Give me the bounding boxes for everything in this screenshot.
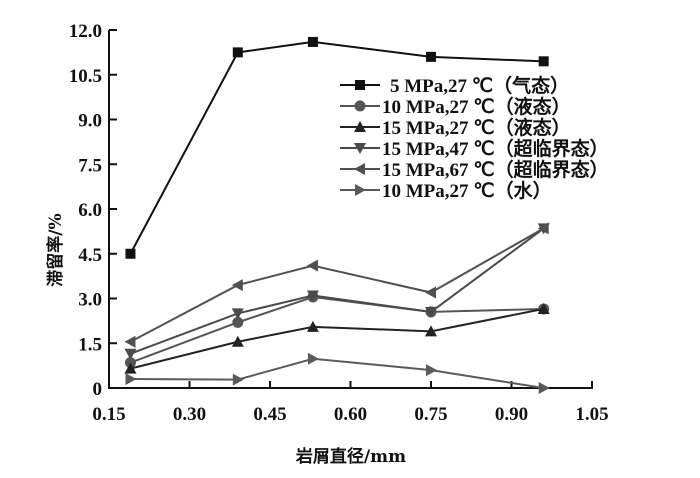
series-4 <box>124 223 550 360</box>
legend-marker-square <box>355 80 365 90</box>
series-line <box>130 357 544 389</box>
legend-marker-triangle-right <box>355 184 366 196</box>
data-point-triangle-left <box>231 279 243 292</box>
data-point-triangle-right <box>426 364 437 377</box>
data-point-triangle-up <box>537 302 550 314</box>
legend-marker-circle <box>354 100 366 112</box>
y-tick-label: 9.0 <box>78 111 102 132</box>
data-point-triangle-left <box>124 335 136 348</box>
y-ticks: 0 1.5 3.0 4.5 6.0 7.5 9.0 10.5 12.0 <box>69 21 117 400</box>
y-axis-title: 滞留率/% <box>45 213 66 286</box>
data-point-triangle-left <box>537 222 549 235</box>
data-point-circle <box>232 316 244 328</box>
series-6 <box>125 352 550 394</box>
x-tick-label: 0.30 <box>173 404 206 425</box>
y-tick-label: 3.0 <box>78 290 102 311</box>
data-point-square <box>307 36 318 47</box>
data-point-triangle-down <box>124 348 137 360</box>
y-tick-label: 6.0 <box>78 200 102 221</box>
x-tick-label: 0.75 <box>414 404 447 425</box>
data-point-triangle-right <box>125 373 137 386</box>
y-tick-label: 1.5 <box>78 334 102 355</box>
x-tick-label: 0.60 <box>334 404 367 425</box>
legend-item: 15 MPa,67 ℃（超临界态） <box>340 158 609 181</box>
series-layer <box>124 36 550 394</box>
data-point-triangle-right <box>307 352 319 365</box>
legend-item: 10 MPa,27 ℃（液态） <box>340 95 571 118</box>
y-tick-label: 10.5 <box>69 66 102 87</box>
data-point-triangle-up <box>231 335 244 347</box>
data-point-square <box>426 51 436 62</box>
series-line <box>130 227 545 355</box>
data-point-triangle-right <box>232 373 244 386</box>
series-2 <box>124 291 550 369</box>
x-tick-label: 1.05 <box>575 404 608 425</box>
data-point-triangle-right <box>538 382 550 394</box>
data-point-triangle-left <box>306 259 318 272</box>
legend-label: 10 MPa,27 ℃（液态） <box>382 95 571 118</box>
data-point-square <box>538 56 549 67</box>
series-line <box>129 227 545 343</box>
x-tick-label: 0.45 <box>253 404 286 425</box>
legend-item: 10 MPa,27 ℃（水） <box>340 179 552 202</box>
series-1 <box>125 36 549 259</box>
data-point-square <box>125 248 136 259</box>
data-point-triangle-up <box>306 320 319 332</box>
x-tick-label: 0.15 <box>92 404 125 425</box>
series-3 <box>124 302 550 374</box>
legend-marker-triangle-down <box>354 143 366 154</box>
legend-item: 15 MPa,47 ℃（超临界态） <box>340 137 609 160</box>
legend-item: 5 MPa,27 ℃（气态） <box>340 74 569 97</box>
legend-item: 15 MPa,27 ℃（液态） <box>340 116 571 139</box>
data-point-triangle-down <box>306 290 319 302</box>
data-point-triangle-up <box>124 362 137 374</box>
legend-label: 15 MPa,67 ℃（超临界态） <box>382 158 609 181</box>
y-tick-label: 12.0 <box>69 21 102 42</box>
y-tick-label: 4.5 <box>78 245 102 266</box>
x-axis-title: 岩屑直径/mm <box>295 446 406 467</box>
y-tick-label: 7.5 <box>78 155 102 176</box>
data-point-triangle-down <box>231 308 244 320</box>
legend-label: 15 MPa,27 ℃（液态） <box>382 116 571 139</box>
legend-marker-triangle-up <box>354 121 366 132</box>
data-point-triangle-down <box>425 306 437 318</box>
data-point-triangle-left <box>425 286 436 299</box>
legend: 5 MPa,27 ℃（气态）10 MPa,27 ℃（液态）15 MPa,27 ℃… <box>340 74 609 202</box>
legend-marker-triangle-left <box>354 163 365 175</box>
data-point-triangle-up <box>425 325 437 337</box>
y-tick-label: 0 <box>93 379 103 400</box>
legend-label: 10 MPa,27 ℃（水） <box>382 179 552 202</box>
data-point-square <box>232 47 243 58</box>
legend-label: 5 MPa,27 ℃（气态） <box>390 74 569 97</box>
series-5 <box>124 222 549 348</box>
legend-label: 15 MPa,47 ℃（超临界态） <box>382 137 609 160</box>
x-tick-label: 0.90 <box>495 404 528 425</box>
